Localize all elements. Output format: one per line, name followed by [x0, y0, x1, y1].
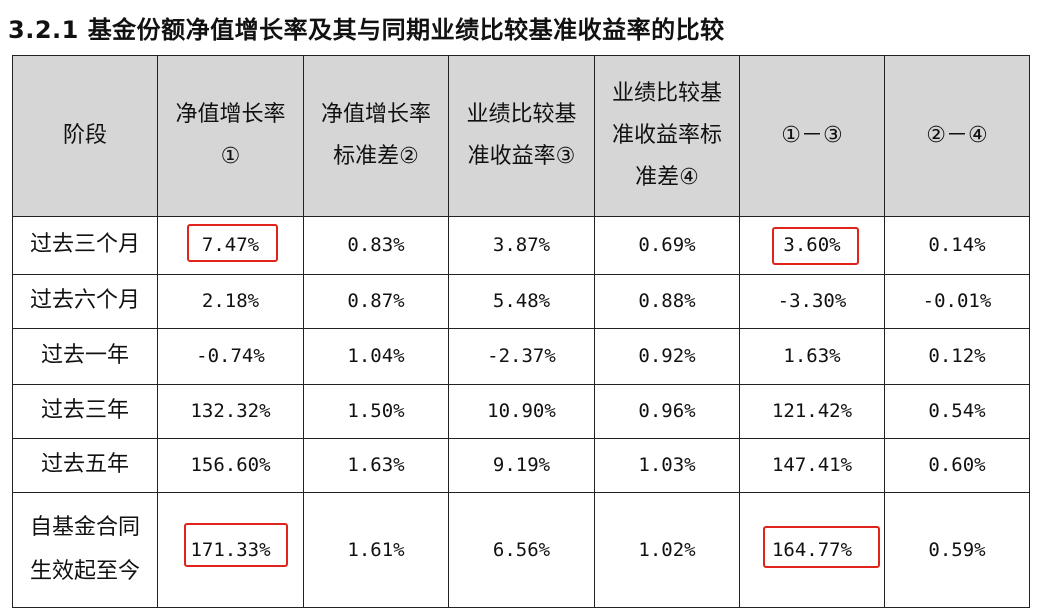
benchmark-std-cell: 0.69% — [594, 216, 740, 275]
header-diff-1-3: ①－③ — [739, 55, 885, 217]
benchmark-std-cell: 1.02% — [594, 492, 740, 608]
nav-std-cell: 1.63% — [303, 438, 449, 493]
stage-cell: 过去六个月 — [12, 274, 158, 329]
table-row: 过去五年 156.60% 1.63% 9.19% 1.03% 147.41% 0… — [12, 438, 1030, 493]
header-row: 阶段 净值增长率 ① 净值增长率 标准差② 业绩比较基 准收益率③ 业绩比较基 准收益率… — [12, 55, 1030, 217]
header-diff-2-4: ②－④ — [884, 55, 1030, 217]
nav-growth-cell: 156.60% — [157, 438, 304, 493]
table-row: 过去一年 -0.74% 1.04% -2.37% 0.92% 1.63% 0.1… — [12, 328, 1030, 385]
table-row: 过去三个月 7.47% 0.83% 3.87% 0.69% 3.60% 0.14… — [12, 216, 1030, 275]
header-nav-growth-std: 净值增长率 标准差② — [303, 55, 449, 217]
header-nav-growth-rate: 净值增长率 ① — [157, 55, 304, 217]
nav-std-cell: 1.04% — [303, 328, 449, 385]
nav-growth-cell: 171.33% — [157, 492, 304, 608]
nav-std-cell: 1.61% — [303, 492, 449, 608]
nav-std-cell: 0.87% — [303, 274, 449, 329]
header-benchmark-std: 业绩比较基 准收益率标 准差④ — [594, 55, 740, 217]
diff-2-4-cell: 0.59% — [884, 492, 1030, 608]
diff-2-4-cell: 0.12% — [884, 328, 1030, 385]
diff-1-3-cell: 121.42% — [739, 384, 885, 439]
diff-2-4-cell: 0.54% — [884, 384, 1030, 439]
header-benchmark-return: 业绩比较基 准收益率③ — [448, 55, 595, 217]
diff-1-3-cell: 3.60% — [739, 216, 885, 275]
nav-std-cell: 1.50% — [303, 384, 449, 439]
diff-2-4-cell: -0.01% — [884, 274, 1030, 329]
diff-1-3-cell: 147.41% — [739, 438, 885, 493]
benchmark-std-cell: 0.88% — [594, 274, 740, 329]
table-row: 过去六个月 2.18% 0.87% 5.48% 0.88% -3.30% -0.… — [12, 274, 1030, 329]
benchmark-return-cell: 5.48% — [448, 274, 595, 329]
nav-growth-cell: 132.32% — [157, 384, 304, 439]
nav-growth-cell: 2.18% — [157, 274, 304, 329]
table-row: 自基金合同 生效起至今 171.33% 1.61% 6.56% 1.02% 164… — [12, 492, 1030, 608]
benchmark-std-cell: 1.03% — [594, 438, 740, 493]
stage-cell: 过去一年 — [12, 328, 158, 385]
stage-cell: 过去三年 — [12, 384, 158, 439]
benchmark-return-cell: 9.19% — [448, 438, 595, 493]
header-stage: 阶段 — [12, 55, 158, 217]
benchmark-std-cell: 0.92% — [594, 328, 740, 385]
stage-cell: 自基金合同 生效起至今 — [12, 492, 158, 608]
diff-1-3-cell: -3.30% — [739, 274, 885, 329]
benchmark-return-cell: -2.37% — [448, 328, 595, 385]
benchmark-return-cell: 10.90% — [448, 384, 595, 439]
diff-2-4-cell: 0.60% — [884, 438, 1030, 493]
stage-cell: 过去三个月 — [12, 216, 158, 275]
diff-1-3-cell: 164.77% — [739, 492, 885, 608]
benchmark-return-cell: 3.87% — [448, 216, 595, 275]
stage-cell: 过去五年 — [12, 438, 158, 493]
diff-2-4-cell: 0.14% — [884, 216, 1030, 275]
nav-std-cell: 0.83% — [303, 216, 449, 275]
performance-comparison-table: 阶段 净值增长率 ① 净值增长率 标准差② 业绩比较基 准收益率③ 业绩比较基 准收益率… — [12, 55, 1030, 608]
table-row: 过去三年 132.32% 1.50% 10.90% 0.96% 121.42% … — [12, 384, 1030, 439]
benchmark-return-cell: 6.56% — [448, 492, 595, 608]
nav-growth-cell: -0.74% — [157, 328, 304, 385]
diff-1-3-cell: 1.63% — [739, 328, 885, 385]
section-heading: 3.2.1 基金份额净值增长率及其与同期业绩比较基准收益率的比较 — [8, 16, 725, 44]
nav-growth-cell: 7.47% — [157, 216, 304, 275]
benchmark-std-cell: 0.96% — [594, 384, 740, 439]
